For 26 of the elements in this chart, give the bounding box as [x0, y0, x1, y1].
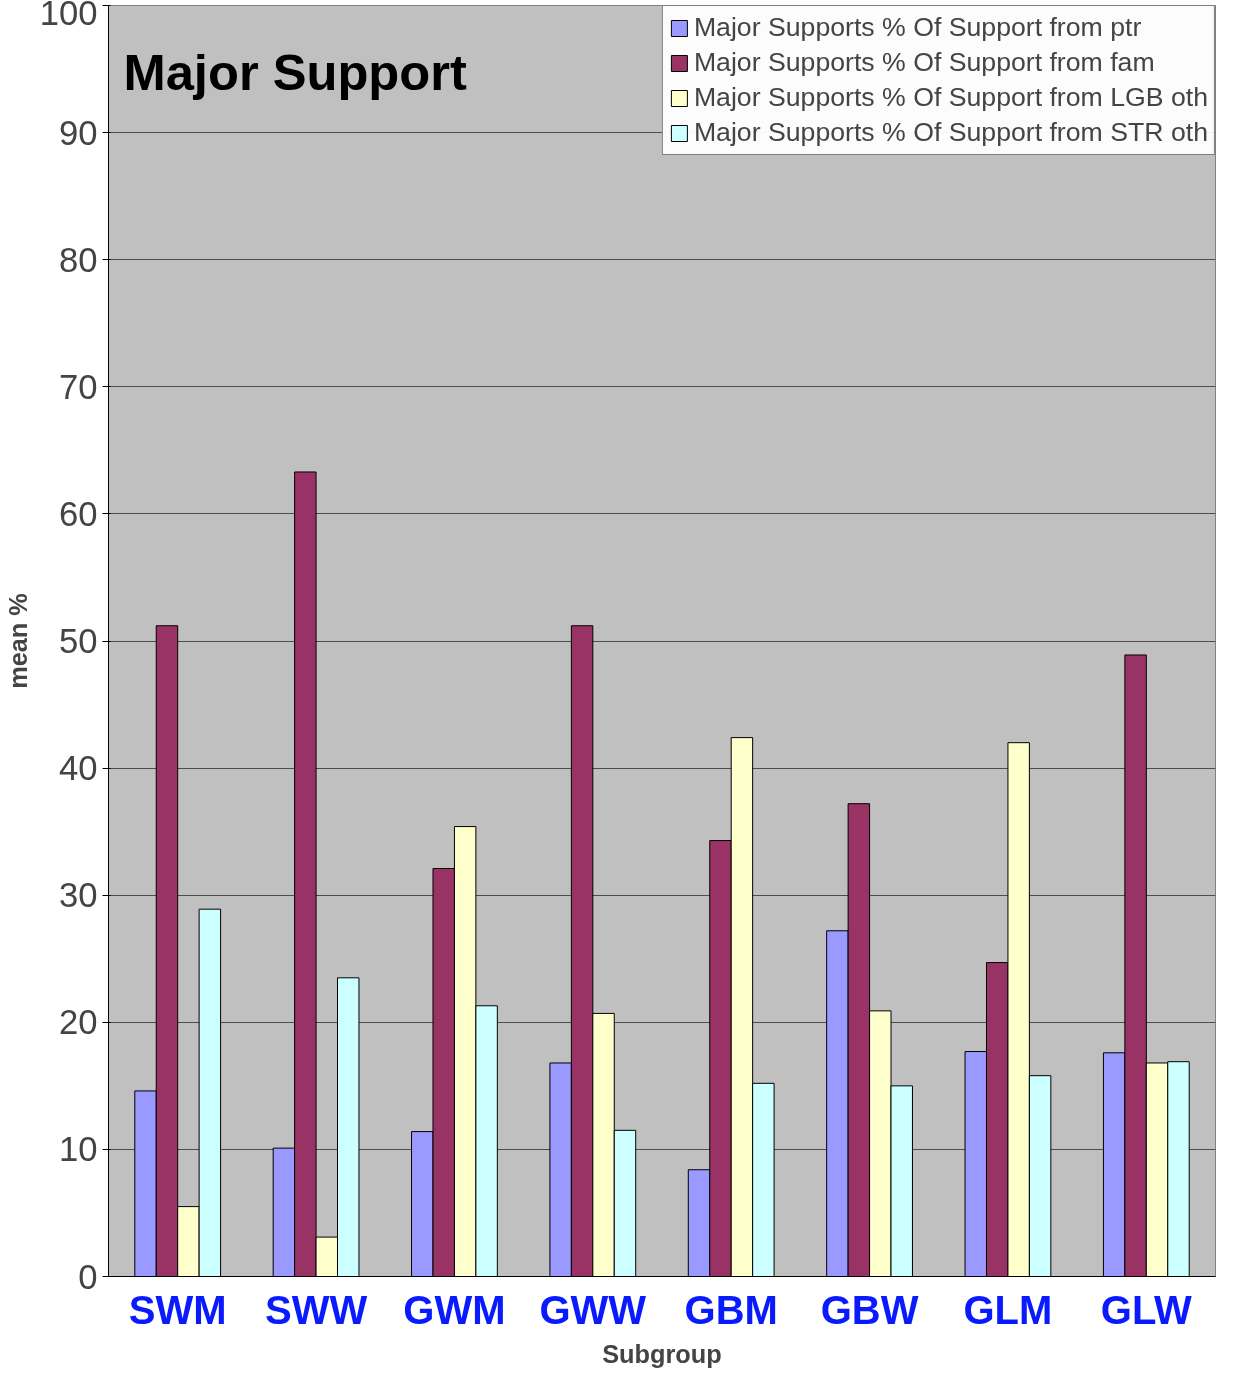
- x-tick-label: SWW: [264, 1287, 368, 1332]
- y-tick-label: 50: [58, 622, 98, 660]
- legend-label: Major Supports % Of Support from LGB oth: [693, 82, 1208, 113]
- y-tick-label: 20: [58, 1003, 98, 1042]
- x-axis-title: Subgroup: [602, 1339, 722, 1368]
- y-axis-title: mean %: [3, 593, 32, 689]
- y-tick-label: 80: [58, 240, 98, 279]
- legend-label: Major Supports % Of Support from STR oth: [693, 117, 1208, 148]
- x-tick-label: GWM: [403, 1287, 506, 1332]
- x-tick-label: GLM: [963, 1287, 1053, 1332]
- x-tick-label: GWW: [539, 1287, 647, 1332]
- y-tick-label: 10: [58, 1130, 98, 1169]
- x-tick-label: GBM: [684, 1287, 778, 1332]
- x-tick-label: SWM: [128, 1287, 227, 1332]
- y-tick-label: 100: [39, 0, 98, 32]
- y-tick-label: 70: [58, 367, 98, 406]
- y-tick-label: 0: [78, 1257, 98, 1296]
- y-tick-label: 90: [58, 113, 98, 152]
- legend-label: Major Supports % Of Support from ptr: [693, 12, 1142, 43]
- x-tick-label: GLW: [1100, 1287, 1193, 1332]
- text: Major Support: [123, 43, 467, 101]
- x-tick-label: GBW: [820, 1287, 919, 1332]
- y-tick-label: 40: [58, 749, 98, 788]
- legend-label: Major Supports % Of Support from fam: [693, 47, 1155, 78]
- y-tick-label: 30: [58, 876, 98, 915]
- y-tick-label: 60: [58, 494, 98, 533]
